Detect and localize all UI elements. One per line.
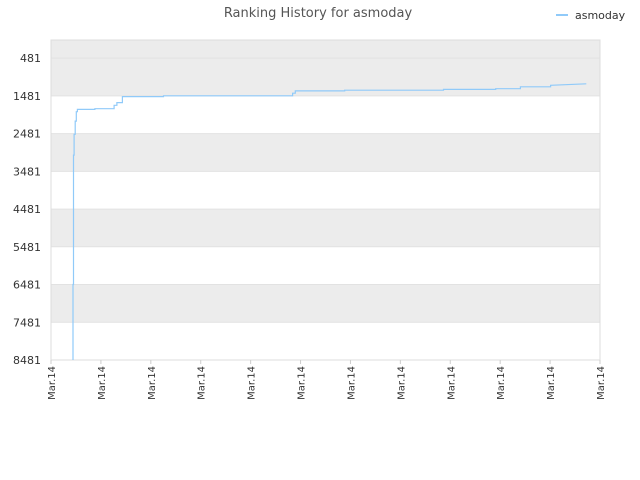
y-tick-label: 4481: [13, 203, 41, 216]
plot-border: [50, 39, 601, 361]
x-tick-label: Mar.14: [247, 366, 258, 400]
series-lines: [72, 83, 587, 360]
band: [51, 322, 600, 360]
y-tick-label: 7481: [13, 316, 41, 329]
y-tick-label: 8481: [13, 354, 41, 367]
band: [51, 284, 600, 323]
band: [51, 58, 600, 96]
series-line-asmoday: [72, 83, 587, 360]
legend[interactable]: asmoday: [556, 9, 626, 22]
x-tick-label: Mar.14: [546, 366, 557, 400]
y-tick-label: 3481: [13, 165, 41, 178]
x-tick-label: Mar.14: [97, 366, 108, 400]
x-tick-label: Mar.14: [596, 366, 607, 400]
x-tick-label: Mar.14: [446, 366, 457, 400]
y-tick-label: 2481: [13, 128, 41, 141]
x-tick-label: Mar.14: [496, 366, 507, 400]
band: [51, 246, 600, 285]
band: [51, 209, 600, 247]
y-tick-label: 5481: [13, 241, 41, 254]
y-tick-label: 481: [20, 52, 41, 65]
band: [51, 171, 600, 210]
x-tick-label: Mar.14: [197, 366, 208, 400]
band-top: [51, 40, 600, 59]
chart-title: Ranking History for asmoday: [224, 6, 413, 21]
band: [51, 95, 600, 134]
x-tick-label: Mar.14: [147, 366, 158, 400]
y-tick-label: 1481: [13, 90, 41, 103]
band: [51, 133, 600, 172]
x-tick-label: Mar.14: [297, 366, 308, 400]
y-axis-ticks: 481 1481 2481 3481 4481 5481 6481 7481 8481: [13, 52, 41, 367]
x-tick-label: Mar.14: [47, 366, 58, 400]
x-tick-label: Mar.14: [346, 366, 357, 400]
x-axis-ticks: Mar.14 Mar.14 Mar.14 Mar.14 Mar.14 Mar.14 Mar.…: [47, 360, 607, 400]
background-bands: [51, 40, 600, 360]
legend-label: asmoday: [575, 9, 626, 22]
y-tick-label: 6481: [13, 279, 41, 292]
x-tick-label: Mar.14: [396, 366, 407, 400]
